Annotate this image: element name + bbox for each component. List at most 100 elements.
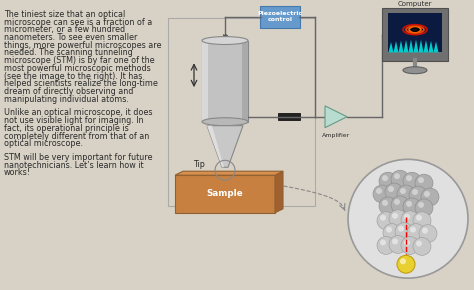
Ellipse shape [403, 67, 427, 74]
Polygon shape [393, 41, 399, 52]
Polygon shape [413, 39, 419, 52]
Circle shape [397, 185, 415, 203]
Text: STM will be very important for future: STM will be very important for future [4, 153, 153, 162]
Text: nanotechnicians. Let’s learn how it: nanotechnicians. Let’s learn how it [4, 161, 144, 170]
Circle shape [389, 235, 407, 253]
Polygon shape [409, 40, 413, 52]
Circle shape [380, 240, 386, 245]
Polygon shape [175, 171, 283, 175]
Polygon shape [423, 40, 428, 52]
Text: most powerful microscopic methods: most powerful microscopic methods [4, 64, 151, 73]
Circle shape [407, 224, 425, 242]
FancyBboxPatch shape [388, 13, 442, 52]
Text: not use visible light for imaging. In: not use visible light for imaging. In [4, 116, 144, 125]
Circle shape [416, 240, 422, 246]
Ellipse shape [202, 118, 248, 126]
Circle shape [397, 255, 415, 273]
Circle shape [376, 188, 382, 194]
Circle shape [383, 224, 401, 242]
Circle shape [379, 172, 397, 190]
Text: fact, its operational principle is: fact, its operational principle is [4, 124, 129, 133]
Polygon shape [275, 171, 283, 213]
Circle shape [389, 210, 407, 228]
Circle shape [400, 258, 406, 264]
Circle shape [380, 215, 386, 221]
Circle shape [413, 212, 431, 230]
Circle shape [382, 175, 388, 181]
Circle shape [403, 172, 421, 190]
Circle shape [401, 211, 419, 229]
Text: needed. The scanning tunneling: needed. The scanning tunneling [4, 48, 133, 57]
Text: Computer: Computer [398, 1, 432, 7]
Text: manipulating individual atoms.: manipulating individual atoms. [4, 95, 129, 104]
FancyBboxPatch shape [202, 41, 208, 122]
Circle shape [385, 183, 403, 201]
Circle shape [418, 202, 424, 208]
Circle shape [394, 199, 400, 205]
Polygon shape [428, 41, 434, 52]
Polygon shape [207, 126, 243, 167]
Text: things, more powerful microscopes are: things, more powerful microscopes are [4, 41, 162, 50]
FancyBboxPatch shape [242, 41, 248, 122]
Circle shape [398, 226, 404, 232]
Circle shape [413, 238, 431, 255]
Circle shape [415, 199, 433, 217]
Circle shape [377, 212, 395, 230]
Text: optical microscope.: optical microscope. [4, 139, 83, 148]
Polygon shape [403, 40, 409, 52]
Circle shape [377, 237, 395, 254]
Text: dream of directly observing and: dream of directly observing and [4, 87, 133, 96]
Circle shape [391, 170, 409, 188]
Text: micrometer, or a few hundred: micrometer, or a few hundred [4, 25, 125, 34]
Ellipse shape [413, 29, 417, 31]
Circle shape [395, 223, 413, 240]
Text: Tip: Tip [193, 160, 205, 169]
Circle shape [416, 215, 422, 221]
FancyBboxPatch shape [175, 175, 275, 213]
Circle shape [419, 225, 437, 242]
Circle shape [415, 174, 433, 192]
Text: works!: works! [4, 168, 31, 177]
Text: Unlike an optical microscope, it does: Unlike an optical microscope, it does [4, 108, 153, 117]
Circle shape [392, 213, 398, 219]
Circle shape [392, 238, 398, 244]
Circle shape [410, 227, 416, 233]
Text: Sample: Sample [207, 189, 243, 198]
Circle shape [386, 227, 392, 233]
Circle shape [373, 185, 391, 203]
Text: Amplifier: Amplifier [322, 133, 350, 137]
Circle shape [394, 173, 400, 179]
Text: nanometers. To see even smaller: nanometers. To see even smaller [4, 33, 137, 42]
Circle shape [400, 188, 406, 194]
FancyBboxPatch shape [202, 41, 248, 122]
Polygon shape [325, 106, 347, 128]
Polygon shape [389, 42, 393, 52]
FancyBboxPatch shape [382, 8, 448, 61]
Circle shape [409, 186, 427, 204]
Circle shape [418, 177, 424, 183]
Polygon shape [399, 41, 403, 52]
Circle shape [424, 191, 430, 197]
Circle shape [379, 197, 397, 215]
Circle shape [401, 237, 419, 254]
Circle shape [391, 196, 409, 214]
Text: (see the image to the right). It has: (see the image to the right). It has [4, 72, 142, 81]
Circle shape [348, 159, 468, 278]
Circle shape [382, 200, 388, 206]
Circle shape [388, 186, 394, 192]
Polygon shape [434, 41, 438, 52]
Circle shape [421, 188, 439, 206]
Circle shape [406, 201, 412, 207]
Circle shape [422, 228, 428, 233]
FancyBboxPatch shape [278, 113, 300, 120]
Text: microscope can see is a fraction of a: microscope can see is a fraction of a [4, 18, 152, 27]
Text: The tiniest size that an optical: The tiniest size that an optical [4, 10, 125, 19]
Ellipse shape [202, 37, 248, 44]
Circle shape [403, 198, 421, 216]
Circle shape [404, 240, 410, 245]
Circle shape [404, 214, 410, 220]
Circle shape [406, 175, 412, 181]
Circle shape [412, 189, 418, 195]
Text: microscope (STM) is by far one of the: microscope (STM) is by far one of the [4, 56, 155, 65]
Text: helped scientists realize the long-time: helped scientists realize the long-time [4, 79, 158, 88]
